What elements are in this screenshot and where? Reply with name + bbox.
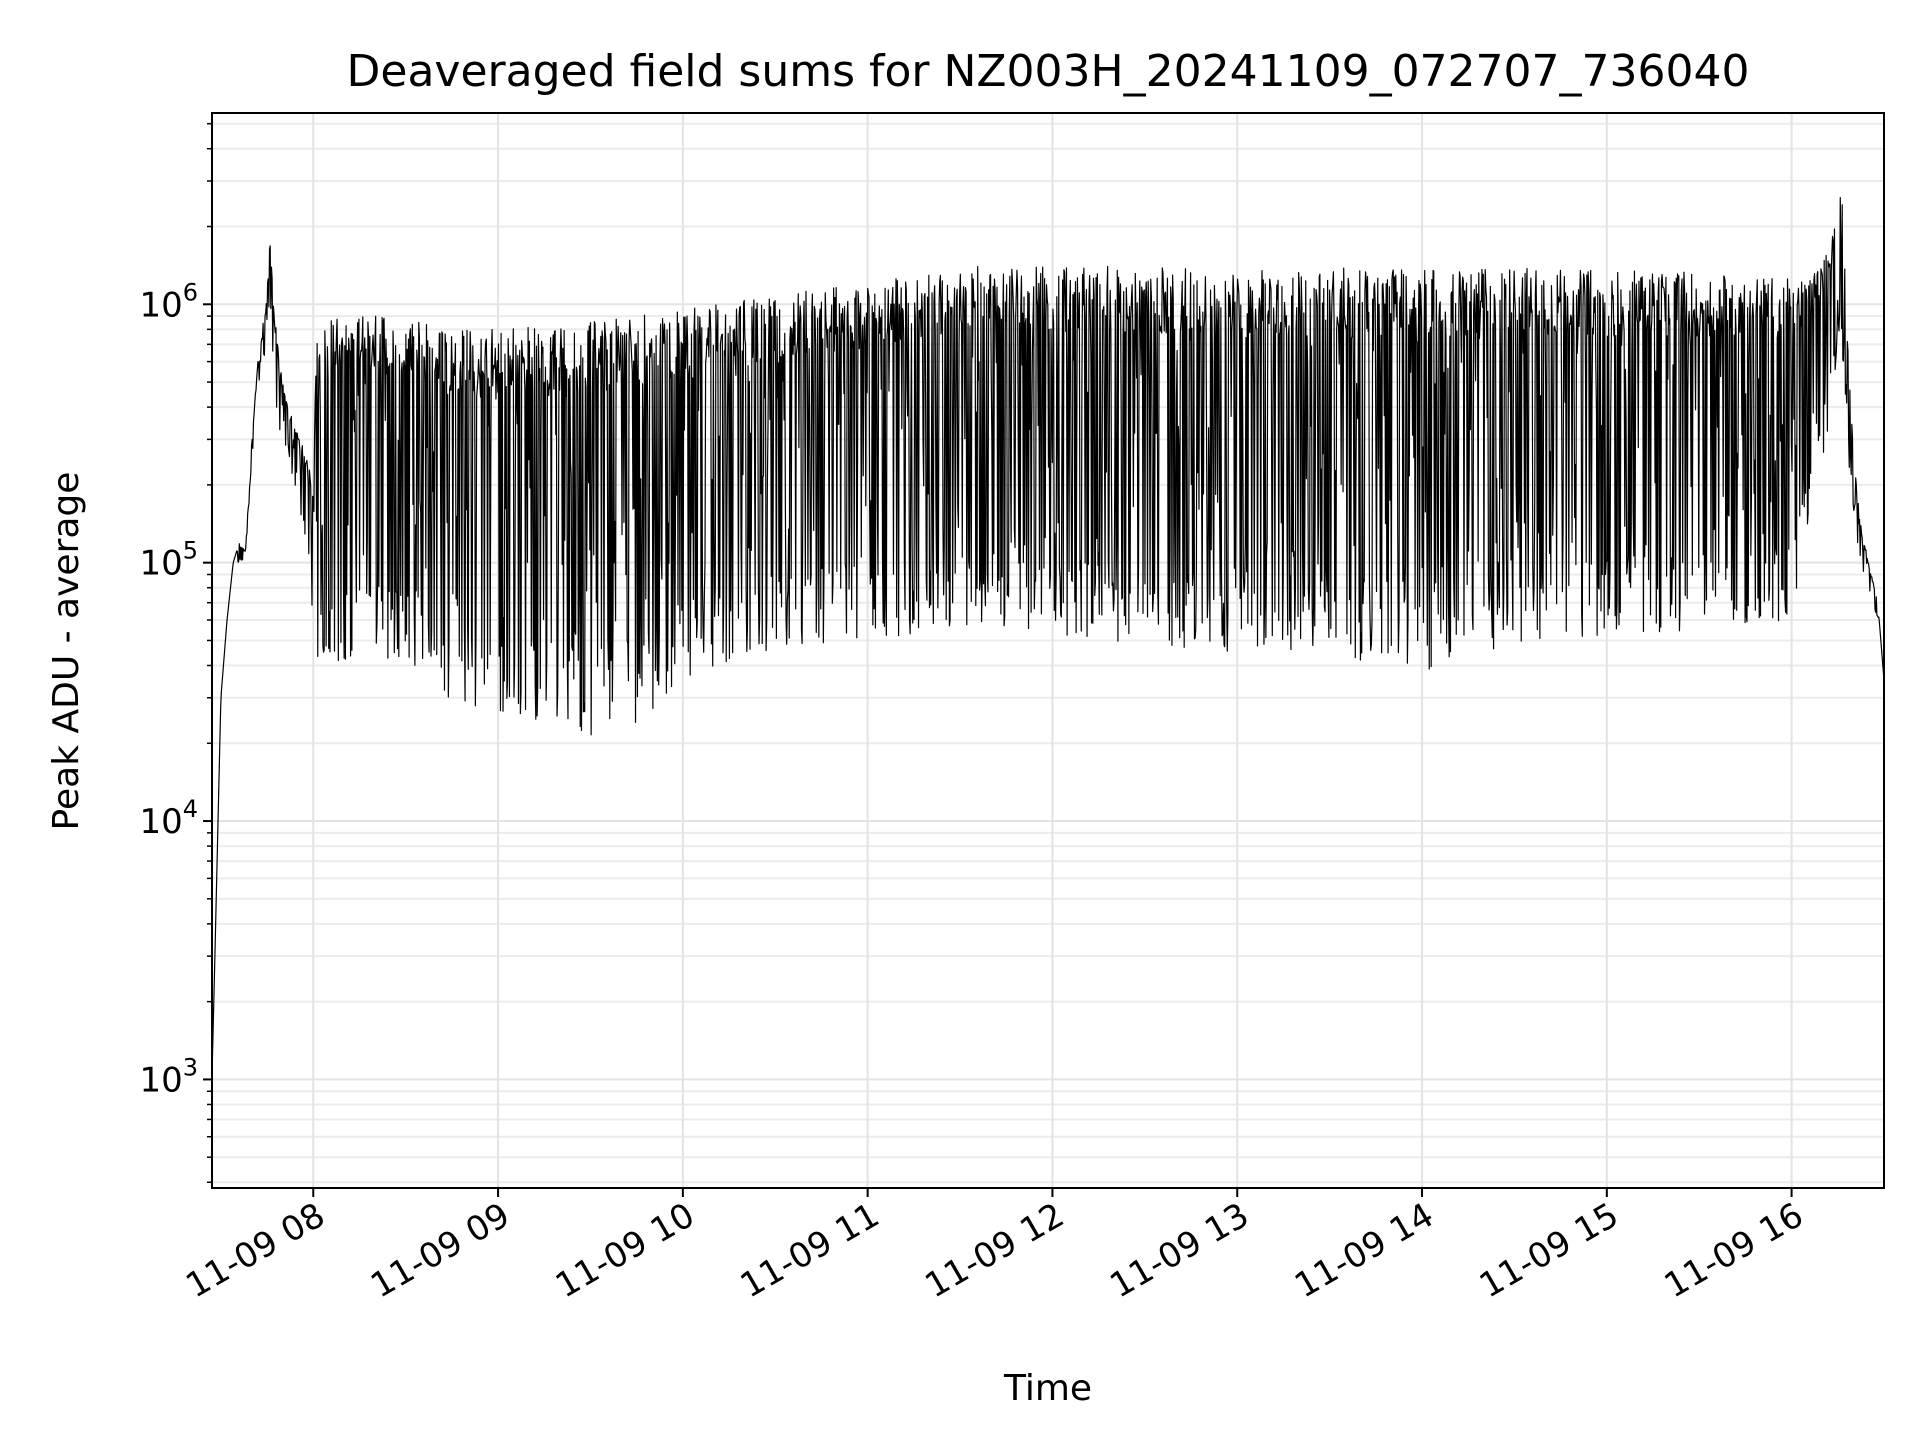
y-tick-label-exponent: 4 [183,795,198,823]
plot-area-frame [211,112,1885,1189]
y-tick-label-base: 10 [139,544,182,584]
y-tick-label-base: 10 [139,802,182,842]
series-line [211,196,1885,1092]
grid-lines [212,113,1884,1188]
chart-title: Deaveraged field sums for NZ003H_2024110… [347,46,1750,97]
y-tick-label: 105 [139,537,198,584]
x-axis-label: Time [1003,1368,1092,1409]
y-tick-label: 106 [139,278,198,325]
y-tick-label-base: 10 [139,1060,182,1100]
y-tick-label-exponent: 3 [183,1053,198,1081]
y-tick-label: 103 [139,1053,198,1100]
y-tick-label: 104 [139,795,198,842]
y-tick-label-base: 10 [139,285,182,325]
y-tick-label-exponent: 6 [183,278,198,306]
y-tick-label-exponent: 5 [183,537,198,565]
y-axis-label: Peak ADU - average [46,472,87,831]
data-series [211,163,1885,1092]
